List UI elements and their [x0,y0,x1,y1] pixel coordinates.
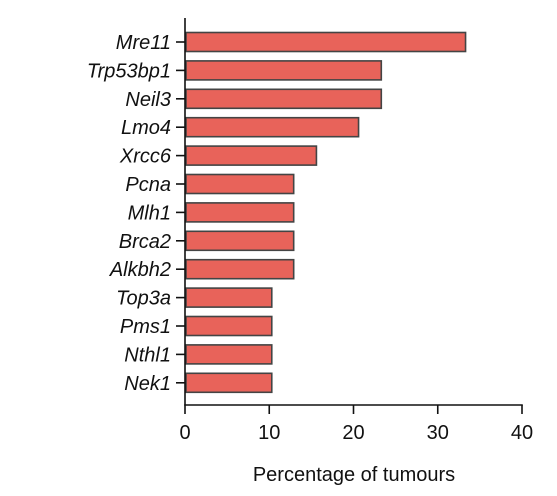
x-axis: 0 10 20 30 40 [179,404,533,444]
y-tick-label: Pcna [125,174,171,196]
bar-nek1 [185,372,273,394]
bars-group [185,31,467,394]
x-tick-label: 40 [511,422,533,444]
y-axis: Mre11 Trp53bp1 Neil3 Lmo4 Xrcc6 Pcna Mlh1 Brca2… [87,18,186,405]
y-tick-label: Trp53bp1 [87,60,171,82]
x-tick-label: 10 [258,422,280,444]
y-tick-label: Alkbh2 [109,259,171,281]
bar-mlh1 [185,202,295,223]
bar-pcna [185,173,295,195]
x-axis-title: Percentage of tumours [253,464,455,486]
bar-brca2 [185,230,295,252]
bar-trp53bp1 [185,60,383,81]
y-tick-label: Top3a [116,288,171,310]
bar-pms1 [185,315,273,337]
x-tick-label: 0 [179,422,190,444]
bar-alkbh2 [185,258,295,280]
bar-neil3 [185,88,383,110]
x-tick-label: 20 [342,422,364,444]
y-tick-label: Pms1 [120,316,171,338]
y-tick-label: Neil3 [125,89,171,111]
bar-mre11 [185,31,467,53]
y-tick-label: Nthl1 [124,344,171,366]
y-tick-label: Mlh1 [128,202,171,224]
bar-lmo4 [185,116,360,138]
y-tick-label: Lmo4 [121,117,171,139]
bar-xrcc6 [185,145,318,166]
bar-top3a [185,287,273,308]
bar-nthl1 [185,344,273,365]
y-tick-label: Brca2 [119,231,171,253]
y-tick-label: Mre11 [116,32,171,54]
y-tick-label: Nek1 [124,373,171,395]
x-tick-label: 30 [427,422,449,444]
y-tick-label: Xrcc6 [119,146,172,168]
